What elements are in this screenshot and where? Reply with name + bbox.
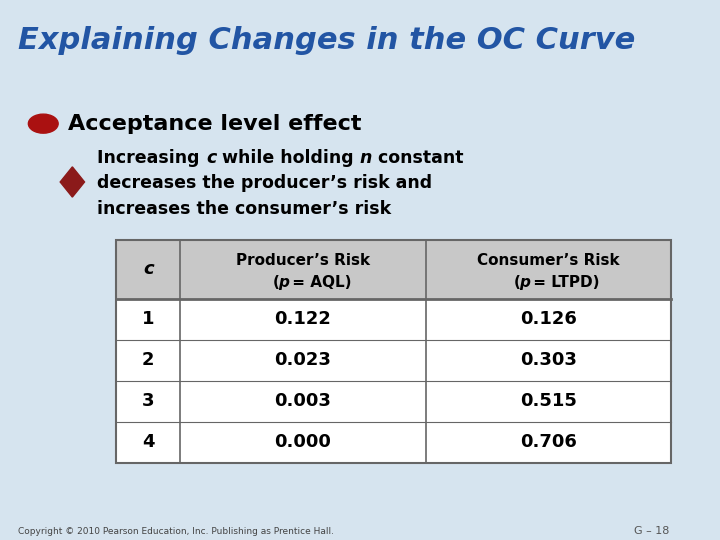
Text: 0.000: 0.000 <box>274 433 331 451</box>
Text: = AQL): = AQL) <box>287 275 351 290</box>
Text: Consumer’s Risk: Consumer’s Risk <box>477 253 620 268</box>
Text: (: ( <box>513 275 520 290</box>
Text: Explaining Changes in the OC Curve: Explaining Changes in the OC Curve <box>18 25 635 55</box>
Text: Increasing: Increasing <box>97 149 206 167</box>
Text: 0.023: 0.023 <box>274 351 331 369</box>
FancyBboxPatch shape <box>117 299 671 340</box>
Text: (: ( <box>272 275 279 290</box>
FancyBboxPatch shape <box>117 422 671 463</box>
FancyBboxPatch shape <box>117 381 671 422</box>
Text: 0.303: 0.303 <box>520 351 577 369</box>
FancyBboxPatch shape <box>117 240 671 299</box>
Text: Producer’s Risk: Producer’s Risk <box>235 253 370 268</box>
Text: 0.003: 0.003 <box>274 392 331 410</box>
Text: Acceptance level effect: Acceptance level effect <box>68 113 361 134</box>
Text: = LTPD): = LTPD) <box>528 275 600 290</box>
Text: increases the consumer’s risk: increases the consumer’s risk <box>97 200 392 218</box>
Text: decreases the producer’s risk and: decreases the producer’s risk and <box>97 174 433 192</box>
Text: n: n <box>360 149 372 167</box>
Text: 4: 4 <box>142 433 154 451</box>
Text: 2: 2 <box>142 351 154 369</box>
Text: c: c <box>143 260 153 279</box>
Text: p: p <box>278 275 289 290</box>
Text: constant: constant <box>372 149 464 167</box>
Text: 0.126: 0.126 <box>520 310 577 328</box>
Text: p: p <box>518 275 530 290</box>
Text: while holding: while holding <box>216 149 360 167</box>
Polygon shape <box>60 167 84 197</box>
Text: Copyright © 2010 Pearson Education, Inc. Publishing as Prentice Hall.: Copyright © 2010 Pearson Education, Inc.… <box>18 526 334 536</box>
Text: 3: 3 <box>142 392 154 410</box>
Text: 1: 1 <box>142 310 154 328</box>
Text: 0.122: 0.122 <box>274 310 331 328</box>
Text: 0.515: 0.515 <box>520 392 577 410</box>
Text: c: c <box>206 149 216 167</box>
Circle shape <box>28 114 58 133</box>
Text: G – 18: G – 18 <box>634 525 670 536</box>
Text: 0.706: 0.706 <box>520 433 577 451</box>
FancyBboxPatch shape <box>117 340 671 381</box>
